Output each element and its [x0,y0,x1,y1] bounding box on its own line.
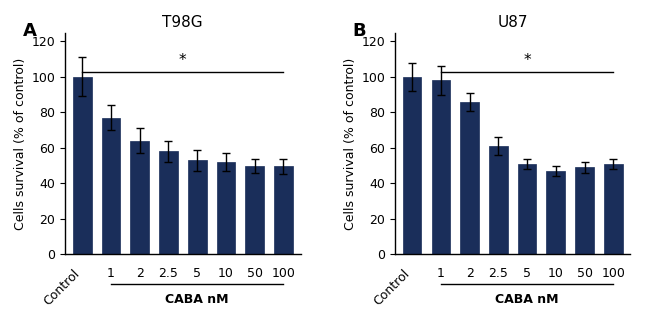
Text: CABA nM: CABA nM [166,293,229,306]
Text: Control: Control [371,267,412,308]
Y-axis label: Cells survival (% of control): Cells survival (% of control) [14,57,27,230]
Bar [547,171,565,254]
Text: 100: 100 [272,267,295,280]
Y-axis label: Cells survival (% of control): Cells survival (% of control) [344,57,357,230]
Bar [489,146,508,254]
Bar [216,162,235,254]
Text: Control: Control [41,267,83,308]
Text: B: B [352,22,366,39]
Bar [432,81,450,254]
Bar [575,167,594,254]
Bar [274,167,292,254]
Bar [159,151,178,254]
Bar [73,77,92,254]
Text: *: * [523,53,531,68]
Text: 10: 10 [548,267,564,280]
Text: 1: 1 [437,267,445,280]
Bar [517,164,536,254]
Bar [188,160,207,254]
Text: 2.5: 2.5 [159,267,178,280]
Text: CABA nM: CABA nM [495,293,559,306]
Bar [245,166,264,254]
Text: 2: 2 [136,267,144,280]
Text: A: A [23,22,36,39]
Text: 50: 50 [577,267,593,280]
Bar [101,118,120,254]
Bar [460,102,479,254]
Text: 10: 10 [218,267,234,280]
Bar [131,141,149,254]
Text: 2.5: 2.5 [488,267,508,280]
Title: U87: U87 [497,15,528,30]
Text: 5: 5 [193,267,202,280]
Bar [604,164,623,254]
Text: 1: 1 [107,267,115,280]
Text: *: * [179,53,187,68]
Text: 50: 50 [246,267,263,280]
Title: T98G: T98G [162,15,203,30]
Text: 2: 2 [465,267,473,280]
Bar [403,77,421,254]
Text: 5: 5 [523,267,531,280]
Text: 100: 100 [601,267,625,280]
